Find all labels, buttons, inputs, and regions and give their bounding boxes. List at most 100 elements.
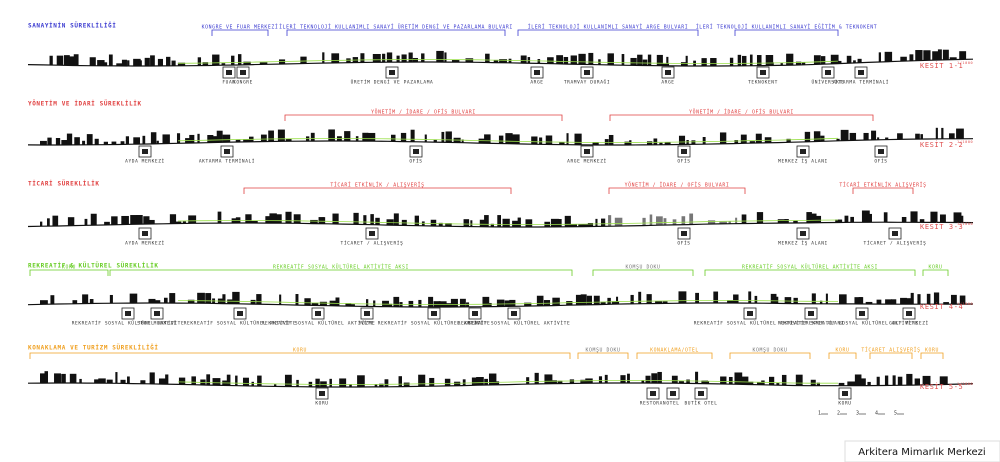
icon-glyph (369, 231, 375, 236)
building (876, 299, 882, 305)
building (498, 135, 504, 144)
building (695, 292, 700, 304)
icon-label: AYDA MERKEZİ (125, 240, 165, 247)
building (642, 59, 648, 66)
building (502, 218, 510, 227)
building (129, 293, 138, 304)
building (616, 296, 619, 305)
building (861, 210, 870, 223)
building (657, 371, 662, 384)
building (566, 133, 569, 145)
section: TİCARİ SÜREKLİLİK TİCARİ ETKİNLİK / ALIŞV… (27, 181, 974, 247)
building (707, 220, 716, 225)
building (363, 215, 367, 225)
section-scale: 1/1000 (957, 140, 973, 144)
building (144, 57, 150, 66)
building (104, 221, 110, 225)
building (485, 53, 490, 63)
building (825, 293, 828, 304)
building (836, 138, 840, 141)
building (678, 291, 687, 304)
building (512, 220, 520, 227)
building (366, 299, 369, 307)
building (293, 214, 301, 224)
building (388, 303, 393, 307)
building (850, 216, 854, 223)
building (319, 301, 327, 306)
building (414, 215, 419, 226)
building (226, 374, 231, 386)
ground-line (27, 382, 974, 388)
building (755, 133, 762, 144)
building (611, 301, 620, 305)
building (393, 213, 399, 226)
building (810, 213, 817, 223)
building (858, 297, 864, 304)
building (524, 302, 532, 307)
building (285, 211, 292, 224)
building (784, 219, 789, 224)
building (900, 56, 907, 62)
building (757, 382, 762, 385)
building (926, 293, 931, 305)
building (821, 56, 826, 65)
building (188, 215, 197, 224)
building (47, 218, 50, 227)
building (749, 141, 755, 144)
icon-glyph (800, 149, 806, 154)
building (917, 294, 921, 305)
building (713, 291, 719, 304)
building (804, 131, 811, 142)
building (382, 53, 386, 63)
building (157, 58, 163, 66)
building (656, 54, 663, 66)
building (89, 57, 96, 66)
building (433, 301, 441, 307)
building (106, 379, 113, 384)
green-line (177, 137, 839, 143)
building (470, 220, 473, 227)
building (563, 56, 569, 64)
building (441, 131, 445, 143)
icon-label: RESTORAN (640, 401, 666, 407)
icon-glyph (906, 311, 912, 316)
building (816, 382, 820, 386)
building (702, 137, 706, 145)
building (52, 215, 59, 227)
building (353, 212, 359, 225)
icon-label: MERKEZ İŞ ALANI (778, 158, 828, 165)
building (484, 134, 491, 144)
building (545, 135, 553, 145)
building (795, 61, 802, 66)
bracket-label: REKREATİF SOSYAL KÜLTÜREL AKTİVİTE AKSI (273, 264, 409, 271)
building (953, 212, 962, 223)
building (125, 136, 130, 145)
section-scale: 1/1000 (957, 61, 973, 65)
building (94, 138, 99, 145)
building (835, 219, 843, 223)
building (40, 140, 47, 145)
bracket-label: KORU (293, 348, 307, 354)
building (408, 52, 413, 63)
building (459, 298, 466, 307)
icon-label: REKREATİF SOSYAL KÜLTÜREL AKTİVİTE (694, 320, 807, 327)
building (329, 378, 332, 387)
building (202, 62, 209, 66)
building (504, 300, 513, 307)
building (269, 213, 277, 224)
building (956, 128, 964, 139)
building (756, 212, 764, 224)
building (310, 132, 315, 142)
icon-label: KORU (838, 401, 851, 407)
bracket-label: YÖNETİM / İDARE / OFİS BULVARI (371, 109, 476, 116)
building (482, 296, 490, 307)
building (663, 218, 667, 226)
building (664, 142, 671, 145)
icon-label: AKTARMA TERMİNALİ (199, 158, 255, 165)
building (630, 294, 634, 304)
building (959, 295, 966, 305)
building (854, 374, 862, 386)
building (197, 57, 202, 66)
building (949, 57, 957, 60)
building (357, 375, 365, 387)
